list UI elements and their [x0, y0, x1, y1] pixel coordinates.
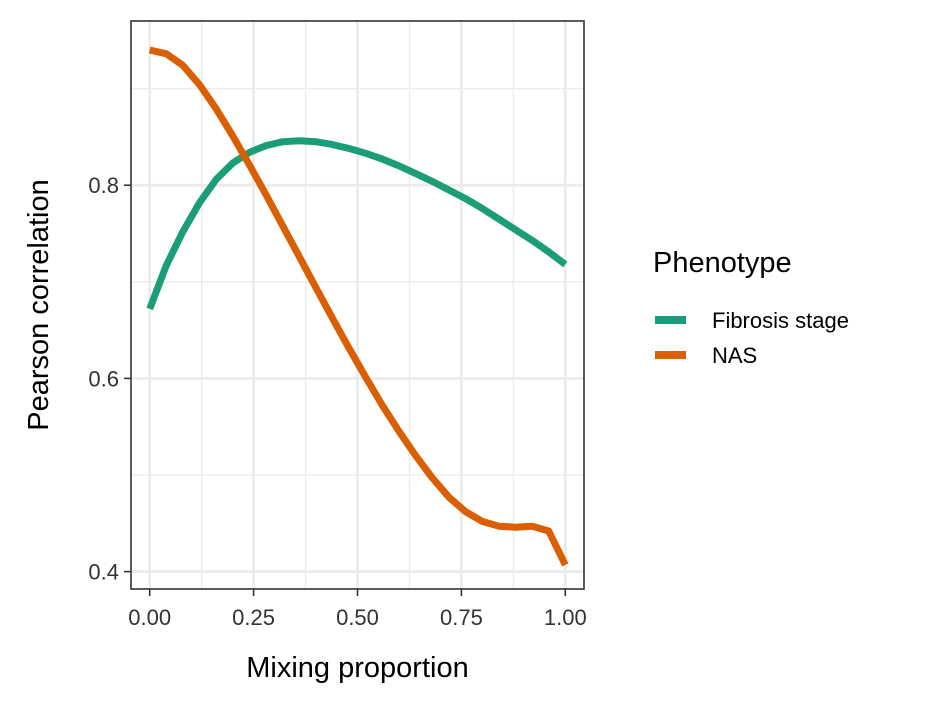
y-axis-title: Pearson correlation — [23, 179, 55, 430]
legend: Phenotype Fibrosis stage NAS — [653, 247, 849, 368]
series-lines — [146, 46, 569, 567]
x-tick-label: 0.25 — [232, 605, 275, 630]
series-line-nas — [148, 46, 569, 567]
x-tick-label: 0.50 — [336, 605, 379, 630]
grid — [131, 21, 584, 589]
x-tick-label: 0.00 — [128, 605, 171, 630]
y-tick-label: 0.4 — [88, 560, 119, 585]
x-tick-label: 1.00 — [544, 605, 587, 630]
x-axis-title: Mixing proportion — [246, 652, 468, 684]
y-tick-label: 0.8 — [88, 173, 119, 198]
axis-ticks: 0.00 0.25 0.50 0.75 1.00 0.4 0.6 0.8 — [88, 173, 586, 630]
legend-title: Phenotype — [653, 247, 792, 279]
x-tick-label: 0.75 — [440, 605, 483, 630]
y-tick-label: 0.6 — [88, 366, 119, 391]
series-line-fibrosis-stage — [146, 137, 568, 311]
legend-label-fibrosis-stage: Fibrosis stage — [712, 308, 849, 333]
legend-label-nas: NAS — [712, 343, 757, 368]
